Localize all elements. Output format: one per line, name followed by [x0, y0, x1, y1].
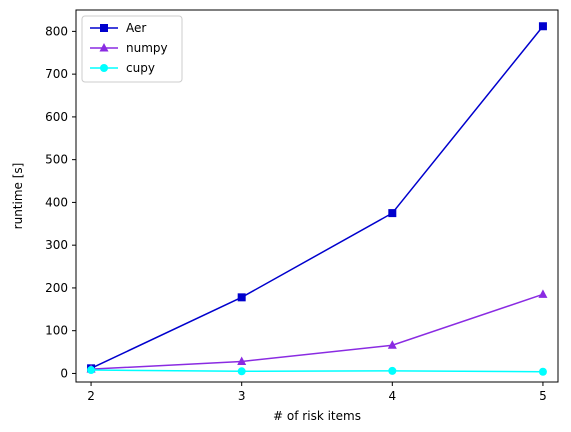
y-axis-ticks: 0 100 200 300 400 500 600 700 800 — [45, 24, 76, 380]
data-point-cupy-5 — [538, 367, 547, 376]
legend-label-numpy: numpy — [126, 41, 168, 55]
x-tick-label-2: 4 — [388, 389, 396, 403]
y-tick-label-0: 0 — [60, 366, 68, 380]
plot-area — [86, 22, 548, 376]
y-axis-label: runtime [s] — [11, 163, 25, 230]
x-axis-label: # of risk items — [273, 409, 361, 423]
series-line-numpy — [91, 293, 544, 370]
legend-label-cupy: cupy — [126, 61, 155, 75]
data-point-cupy-3 — [237, 367, 246, 376]
legend-marker-numpy — [99, 43, 109, 52]
data-point-Aer-5 — [538, 22, 547, 31]
series-line-cupy — [91, 369, 543, 373]
series-cupy — [87, 366, 547, 376]
y-tick-label-8: 800 — [45, 24, 68, 38]
data-point-cupy-2 — [87, 366, 96, 375]
y-tick-label-3: 300 — [45, 238, 68, 252]
y-tick-label-4: 400 — [45, 195, 68, 209]
y-tick-label-6: 600 — [45, 110, 68, 124]
legend: Aer numpy cupy — [81, 15, 183, 83]
legend-label-Aer: Aer — [126, 21, 146, 35]
data-point-cupy-4 — [388, 366, 397, 375]
data-point-numpy-4 — [387, 340, 397, 349]
legend-item-Aer: Aer — [90, 21, 146, 35]
x-axis-ticks: 2 3 4 5 — [87, 382, 547, 403]
data-point-Aer-3 — [237, 293, 246, 302]
data-point-Aer-4 — [388, 209, 397, 218]
legend-marker-cupy — [100, 64, 108, 72]
data-point-numpy-3 — [237, 356, 247, 365]
data-point-numpy-5 — [538, 289, 548, 298]
x-tick-label-3: 5 — [539, 389, 547, 403]
y-tick-label-7: 700 — [45, 67, 68, 81]
legend-item-cupy: cupy — [90, 61, 155, 75]
legend-item-numpy: numpy — [90, 41, 168, 55]
series-line-Aer — [90, 25, 544, 369]
y-tick-label-2: 200 — [45, 281, 68, 295]
x-tick-label-0: 2 — [87, 389, 95, 403]
y-tick-label-5: 500 — [45, 153, 68, 167]
plot-frame — [75, 9, 559, 383]
x-tick-label-1: 3 — [238, 389, 246, 403]
y-tick-label-1: 100 — [45, 324, 68, 338]
legend-marker-Aer — [100, 24, 108, 32]
